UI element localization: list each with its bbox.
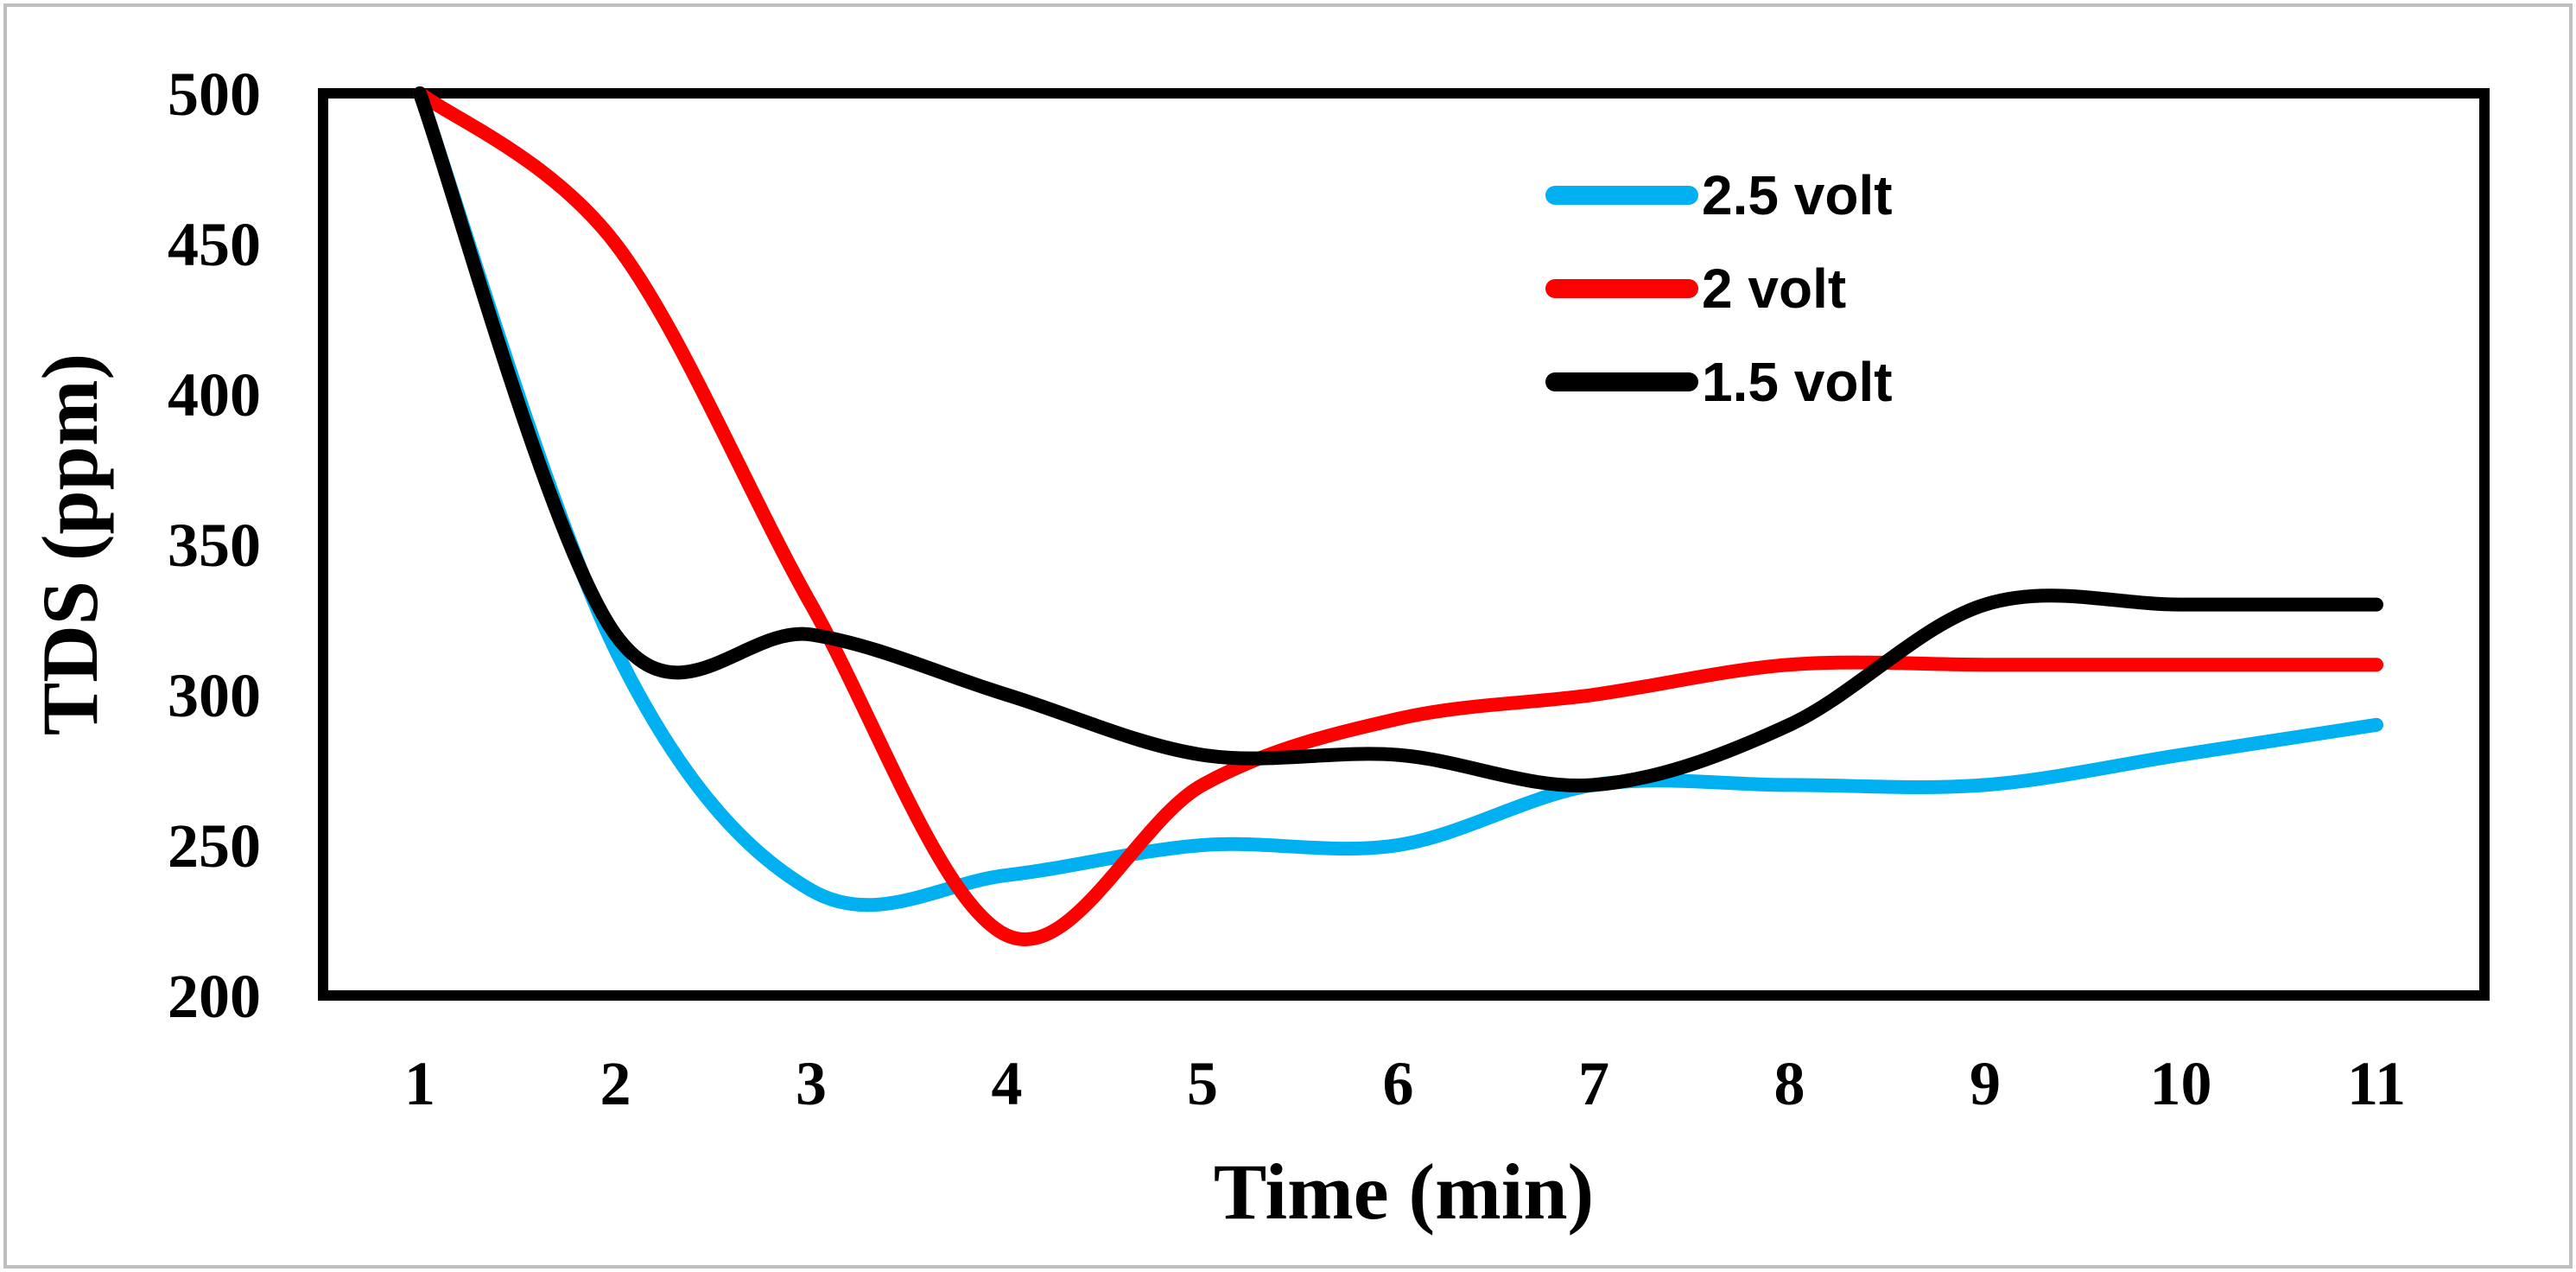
x-tick-label: 9 [1970,1049,2001,1118]
y-tick-label: 350 [168,511,261,580]
y-tick-label: 250 [168,811,261,881]
y-tick-label: 400 [168,360,261,429]
y-tick-label: 300 [168,661,261,730]
series-line-2-5-volt [413,86,2383,913]
x-tick-label: 2 [600,1049,631,1118]
y-axis-ticks: 200 250 300 350 400 450 500 [168,60,261,1031]
legend-label-1-5-volt: 1.5 volt [1702,351,1893,413]
y-tick-label: 450 [168,210,261,279]
y-axis-title: TDS (ppm) [26,353,114,735]
series-line-1-5-volt [413,86,2383,793]
legend-label-2-volt: 2 volt [1702,258,1846,320]
plot-area-frame [318,88,2490,1001]
x-axis-ticks: 1 2 3 4 5 6 7 8 9 10 11 [404,1049,2406,1118]
y-tick-label: 500 [168,60,261,129]
x-tick-label: 8 [1774,1049,1805,1118]
series-lines [413,86,2383,947]
series-line-2-volt [413,86,2383,947]
y-tick-label: 200 [168,962,261,1031]
x-tick-label: 7 [1578,1049,1609,1118]
x-tick-label: 10 [2150,1049,2212,1118]
x-tick-label: 5 [1187,1049,1218,1118]
x-tick-label: 4 [992,1049,1023,1118]
x-axis-title: Time (min) [1214,1148,1594,1236]
x-tick-label: 11 [2347,1049,2406,1118]
x-tick-label: 6 [1383,1049,1414,1118]
x-tick-label: 3 [796,1049,827,1118]
legend: 2.5 volt 2 volt 1.5 volt [1545,164,1893,413]
chart-outer-border [3,3,2573,1269]
legend-label-2-5-volt: 2.5 volt [1702,164,1893,226]
x-tick-label: 1 [404,1049,435,1118]
